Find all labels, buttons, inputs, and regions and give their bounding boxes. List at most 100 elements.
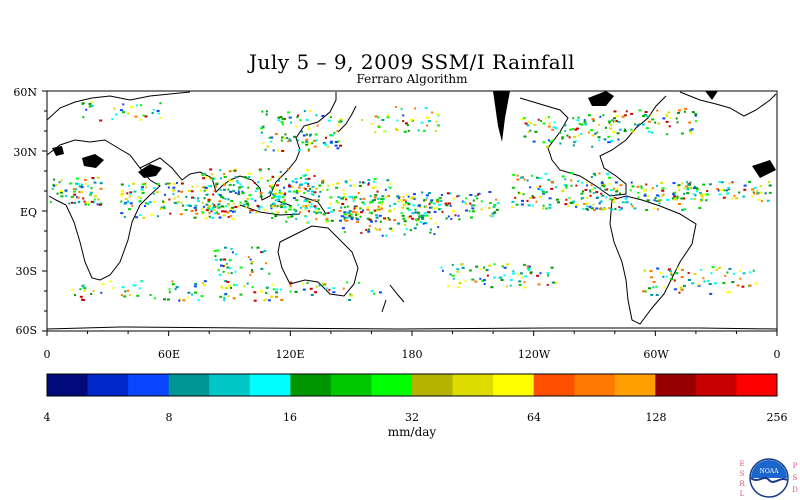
noaa-bird-icon [750,477,788,483]
rain-pixel [352,200,355,203]
rain-pixel [581,197,585,199]
rain-pixel [469,216,473,219]
rain-pixel [276,205,279,208]
rain-pixel [251,269,253,272]
rain-pixel [366,208,370,211]
colorbar-swatch [493,374,535,396]
rain-pixel [167,186,170,189]
rain-pixel [666,198,669,201]
rain-pixel [271,187,274,190]
rain-pixel [493,276,497,279]
rain-pixel [393,208,396,211]
rain-pixel [83,200,86,203]
rain-pixel [275,291,279,294]
rain-pixel [306,169,309,172]
rain-pixel [181,204,184,207]
rain-pixel [753,192,756,195]
rain-pixel [377,126,381,129]
rain-pixel [223,188,226,191]
rain-pixel [207,200,211,203]
rain-pixel [374,220,377,223]
rain-pixel [236,181,240,184]
rain-pixel [305,204,308,207]
rain-pixel [335,200,338,203]
rain-pixel [686,186,689,189]
rain-pixel [742,272,746,275]
rain-pixel [283,206,287,209]
rain-pixel [441,269,444,272]
rain-pixel [768,191,772,194]
rain-pixel [631,205,634,208]
map-axis-ticks [42,90,778,336]
rain-pixel [380,198,384,201]
rain-pixel [516,174,519,177]
rain-pixel [307,199,310,202]
rain-pixel [312,193,315,196]
colorbar-swatch [533,374,575,396]
rain-pixel [316,211,320,214]
rain-pixel [215,183,219,186]
rain-pixel [246,177,248,180]
colorbar-swatch [695,374,737,396]
rain-pixel [259,205,263,208]
rain-pixel [212,193,215,196]
rain-pixel [401,206,405,209]
rain-pixel [538,196,542,199]
rain-pixel [325,217,329,220]
rain-pixel [92,290,95,292]
rain-pixel [606,188,609,191]
rain-pixel [552,126,556,129]
rain-pixel [225,205,227,208]
rain-pixel [591,118,595,121]
rain-pixel [457,194,461,197]
rain-pixel [437,203,441,206]
rain-pixel [209,208,213,211]
rain-pixel [223,258,227,261]
rain-pixel [366,206,370,209]
rain-pixel [511,200,515,203]
rain-pixel [661,194,664,197]
rain-pixel [128,184,130,187]
rain-pixel [272,196,276,199]
rain-pixel [123,202,127,205]
rain-pixel [388,186,391,189]
rain-pixel [274,215,278,218]
logo-letter: S [793,474,798,482]
rain-pixel [343,193,347,196]
rain-pixel [419,214,422,217]
rain-pixel [379,220,382,223]
rain-pixel [610,139,613,142]
rain-pixel [577,116,580,119]
rain-pixel [608,176,611,179]
rain-pixel [623,130,627,133]
colorbar-swatch [412,374,454,396]
rain-pixel [237,193,241,196]
rain-pixel [367,183,370,186]
rain-pixel [676,267,680,270]
rain-pixel [313,175,316,177]
rain-pixel [99,182,103,185]
rain-pixel [366,217,370,220]
rain-pixel [289,284,292,287]
rain-pixel [548,197,552,200]
rain-pixel [329,196,333,199]
rain-pixel [351,218,354,220]
rain-pixel [337,140,340,143]
rain-pixel [566,134,569,137]
rain-pixel [485,269,489,271]
rain-pixel [284,210,287,213]
rain-pixel [234,169,237,172]
rain-pixel [651,187,654,189]
rain-pixel [362,181,364,184]
rain-pixel [82,197,85,200]
rain-pixel [666,133,669,136]
rain-pixel [590,184,593,187]
colorbar-swatch [736,374,778,396]
rain-pixel [191,293,193,296]
rain-pixel [506,263,510,266]
rain-pixel [501,265,504,268]
rain-pixel [59,191,63,194]
rain-pixel [129,191,133,194]
rain-pixel [78,185,82,188]
rain-pixel [259,195,263,198]
